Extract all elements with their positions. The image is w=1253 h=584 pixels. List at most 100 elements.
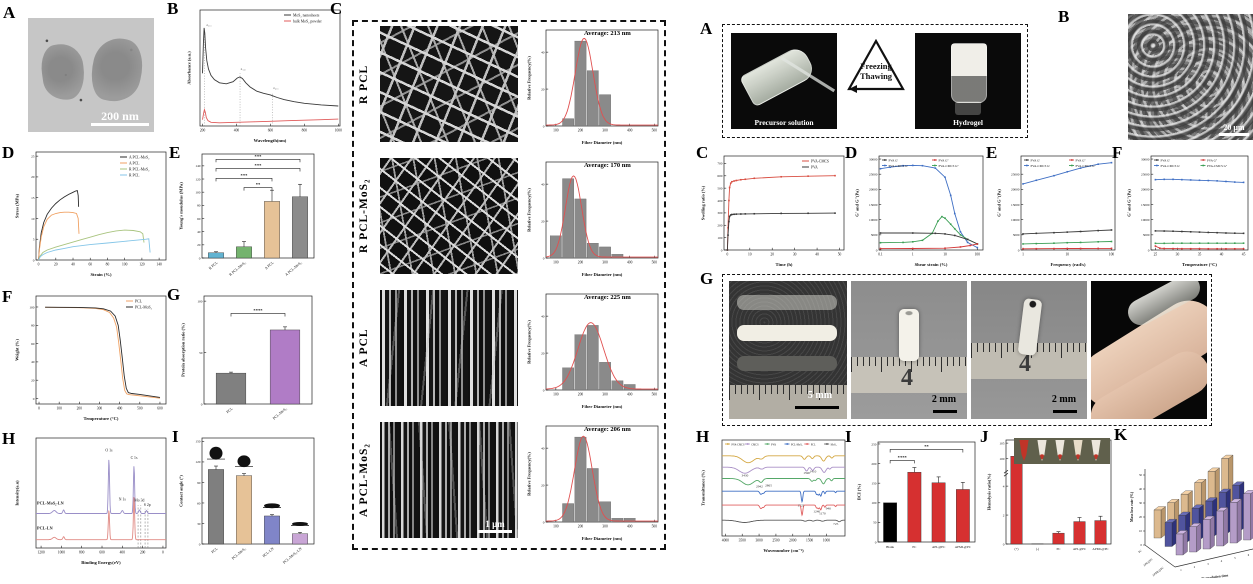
svg-text:50: 50	[873, 521, 877, 525]
hemolysis-tube-pc	[1055, 440, 1065, 461]
svg-text:50: 50	[199, 351, 203, 355]
ruler-2-digit: 4	[901, 365, 913, 391]
svg-text:400: 400	[120, 551, 126, 555]
svg-text:60: 60	[88, 263, 92, 267]
sem-image-rpcl	[380, 26, 518, 142]
svg-text:1200: 1200	[37, 551, 44, 555]
svg-text:40: 40	[541, 182, 545, 186]
sem-row-label-apclmos2: A PCL-MoS₂	[358, 443, 370, 517]
svg-text:40: 40	[197, 230, 201, 234]
svg-text:946: 946	[826, 506, 831, 510]
hydrogel-vial	[951, 43, 987, 103]
svg-text:30: 30	[1176, 253, 1180, 257]
svg-text:APL@PC: APL@PC	[1073, 547, 1087, 551]
svg-text:1500: 1500	[806, 539, 813, 543]
svg-text:O 1s: O 1s	[105, 449, 113, 453]
svg-text:PCL-LN: PCL-LN	[262, 547, 275, 559]
panel-a-right-label: A	[700, 19, 713, 38]
svg-text:80: 80	[197, 204, 201, 208]
svg-text:10000: 10000	[1011, 218, 1020, 222]
svg-text:Binding Energy(eV): Binding Energy(eV)	[81, 560, 121, 565]
svg-text:5: 5	[33, 238, 35, 242]
panel-e-right-label: E	[986, 143, 998, 162]
svg-text:Mo 3d: Mo 3d	[134, 499, 144, 503]
svg-text:0: 0	[201, 402, 203, 406]
svg-text:0: 0	[1018, 248, 1020, 252]
hemolysis-chart: 0 2 4 100 105 Hemolysis ratio(%) (+) (-) PC APL@P…	[984, 434, 1116, 560]
svg-text:1: 1	[1180, 569, 1182, 572]
svg-text:Fiber Diameter (nm): Fiber Diameter (nm)	[582, 272, 623, 277]
svg-text:0: 0	[33, 258, 35, 262]
svg-text:100: 100	[197, 299, 202, 303]
svg-text:600: 600	[268, 129, 274, 133]
svg-text:40: 40	[1139, 487, 1143, 491]
svg-text:Strain (%): Strain (%)	[90, 272, 112, 277]
svg-text:15000: 15000	[1011, 203, 1020, 207]
svg-text:PCL-MoS₂-LN: PCL-MoS₂-LN	[282, 547, 303, 565]
panel-h-right-label: H	[696, 427, 710, 446]
svg-text:λ₄₂₀: λ₄₂₀	[241, 67, 247, 71]
svg-text:45: 45	[1242, 253, 1246, 257]
svg-text:140: 140	[195, 164, 200, 168]
svg-text:APL@PC: APL@PC	[932, 545, 946, 549]
svg-text:150: 150	[195, 440, 200, 444]
tube-white	[737, 325, 837, 341]
sem-row-label-rpclmos2: R PCL-MoS₂	[358, 178, 370, 254]
svg-text:725: 725	[833, 522, 838, 526]
svg-text:100: 100	[1109, 253, 1115, 257]
panel-a-left-label: A	[3, 3, 16, 22]
hist-rpcl: 100 200 300 400 500 0 20 40 Fiber Diameter (nm) R…	[524, 22, 664, 146]
svg-text:10000: 10000	[1141, 218, 1150, 222]
svg-text:60: 60	[197, 217, 201, 221]
svg-text:250: 250	[871, 442, 876, 446]
svg-text:Fiber Diameter (nm): Fiber Diameter (nm)	[582, 140, 623, 145]
contact-angle-chart: 0 30 60 90 120 150 Contact angle (°) PCL PCL-MoS…	[176, 430, 322, 582]
svg-text:20: 20	[770, 253, 774, 257]
hemolysis-tube-apmlpc	[1091, 440, 1101, 461]
shear-strain-chart: 0.1 1 10 100 0 5000 10000 15000 20000 25000 30000 S…	[852, 150, 988, 268]
svg-text:PVA G': PVA G'	[889, 158, 899, 162]
svg-text:100: 100	[56, 407, 62, 411]
hydrogel-caption: Hydrogel	[953, 118, 983, 127]
hemolysis-tube-positive	[1019, 440, 1029, 461]
svg-text:40: 40	[541, 50, 545, 54]
panel-e-left-label: E	[169, 143, 181, 162]
svg-text:Transmittance (%): Transmittance (%)	[701, 470, 706, 506]
svg-text:0: 0	[543, 256, 545, 260]
panel-d-left-label: D	[2, 143, 15, 162]
tem-nanosheet-2	[85, 32, 149, 108]
svg-text:0: 0	[543, 388, 545, 392]
svg-text:300: 300	[602, 525, 608, 529]
svg-text:200: 200	[578, 525, 584, 529]
standing-tube-1-scalebar-line	[933, 410, 957, 413]
svg-text:***: ***	[241, 173, 249, 178]
tem-nanosheet-1	[38, 41, 88, 103]
svg-text:5000: 5000	[1143, 233, 1150, 237]
svg-text:λ₂₁₀: λ₂₁₀	[206, 23, 212, 27]
svg-text:100: 100	[553, 261, 559, 265]
svg-text:10: 10	[943, 253, 947, 257]
svg-text:APL@PC: APL@PC	[1143, 558, 1154, 567]
svg-text:25000: 25000	[1011, 172, 1020, 176]
svg-text:140: 140	[156, 263, 162, 267]
tubes-photo: 5 mm	[729, 281, 847, 419]
svg-text:200: 200	[717, 224, 722, 228]
svg-text:300: 300	[602, 393, 608, 397]
svg-text:PVA-CMCS G'': PVA-CMCS G''	[939, 164, 960, 168]
tubes-scalebar: 5 mm	[807, 390, 833, 401]
panel-g-left-label: G	[167, 285, 181, 304]
absorbance-chart: 200 400 600 800 1000 Wavelength(nm) Absorbance…	[184, 4, 346, 144]
thawing-label: Thawing	[859, 71, 893, 81]
svg-text:Temperature (°C): Temperature (°C)	[1182, 262, 1217, 267]
svg-text:***: ***	[255, 163, 263, 168]
svg-text:PVA-CMCS: PVA-CMCS	[811, 159, 829, 163]
svg-text:R PCL-MoS₂: R PCL-MoS₂	[129, 167, 150, 171]
svg-text:2000: 2000	[789, 539, 796, 543]
ruler-1-ticks-major	[729, 385, 847, 400]
ruler-2-ticks-major	[851, 357, 967, 372]
svg-text:Time (h): Time (h)	[776, 262, 793, 267]
panel-k-right-label: K	[1114, 425, 1128, 444]
svg-text:300: 300	[602, 261, 608, 265]
svg-text:105: 105	[999, 441, 1004, 445]
